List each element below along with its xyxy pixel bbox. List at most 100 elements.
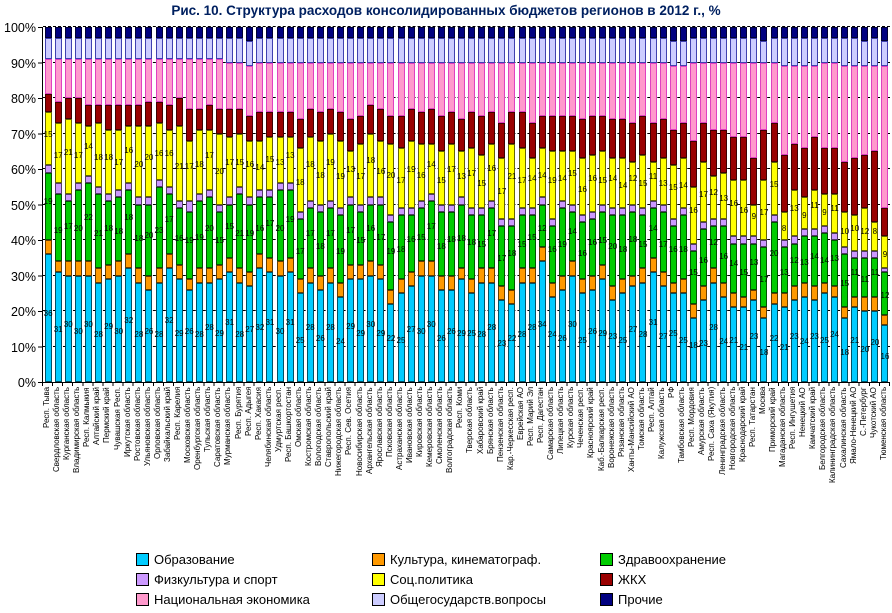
segment-Соц.политика: 9 <box>820 193 828 226</box>
segment-Образование: 28 <box>639 282 647 382</box>
bar-Чувашская Респ.: 30 18 17 <box>114 27 123 382</box>
segment-Общегосударств.вопросы <box>84 37 92 59</box>
segment-Образование: 31 <box>286 271 295 382</box>
segment-Национальная экономика <box>831 62 839 148</box>
segment-Соц.политика: 17 <box>518 147 526 209</box>
gridline-80% <box>43 97 890 98</box>
segment-Образование: 27 <box>245 286 254 382</box>
y-axis-label-0%: 0% <box>17 376 36 390</box>
segment-Образование: 23 <box>790 300 799 382</box>
segment-Здравоохранение: 20 <box>144 204 153 276</box>
segment-Общегосударств.вопросы <box>417 37 425 63</box>
x-axis-label-Респ. Дагестан: Респ. Дагестан <box>536 387 546 443</box>
segment-Общегосударств.вопросы <box>820 37 828 63</box>
x-axis-label-Кемеровская область: Кемеровская область <box>425 387 435 468</box>
segment-Соц.политика: 15 <box>598 151 607 205</box>
x-axis-label-Томская область: Томская область <box>636 387 646 450</box>
x-axis-ticks <box>42 383 890 386</box>
segment-ЖКХ <box>64 98 72 120</box>
segment-Национальная экономика <box>558 62 566 116</box>
segment-Прочие <box>508 27 516 38</box>
legend-item-Физкультура и спорт: Физкультура и спорт <box>136 569 372 589</box>
segment-Образование: 25 <box>397 293 405 382</box>
segment-ЖКХ <box>468 112 476 148</box>
bar-Брянская область: 28 17 16 <box>487 27 496 382</box>
segment-Здравоохранение: 18 <box>618 215 627 280</box>
segment-Физкультура и спорт <box>841 247 849 255</box>
segment-Общегосударств.вопросы <box>306 37 314 63</box>
legend-swatch <box>600 592 613 606</box>
segment-Прочие <box>387 27 395 38</box>
segment-ЖКХ <box>185 108 193 141</box>
segment-Прочие <box>347 27 355 38</box>
bar-Волгоградская область: 26 18 17 <box>447 27 456 382</box>
segment-Соц.политика: 11 <box>830 193 839 233</box>
segment-ЖКХ <box>84 105 92 127</box>
segment-ЖКХ <box>498 122 506 159</box>
segment-Образование: 24 <box>800 296 809 382</box>
segment-Образование: 31 <box>225 271 234 382</box>
y-axis-label-10%: 10% <box>10 340 36 355</box>
x-axis-label-Омская область: Омская область <box>294 387 304 448</box>
segment-Культура, кинематограф. <box>115 261 123 276</box>
segment-Соц.политика: 16 <box>729 179 738 237</box>
legend-item-Национальная экономика: Национальная экономика <box>136 589 372 609</box>
x-axis-label-Белгородская область: Белгородская область <box>818 387 828 470</box>
segment-Общегосударств.вопросы <box>125 37 133 59</box>
segment-Общегосударств.вопросы <box>326 37 334 63</box>
segment-Культура, кинематограф. <box>357 264 365 280</box>
segment-Физкультура и спорт <box>306 200 314 209</box>
segment-Соц.политика: 12 <box>860 208 869 251</box>
segment-Здравоохранение: 19 <box>336 215 345 283</box>
segment-Физкультура и спорт <box>256 190 264 198</box>
legend-label: Образование <box>154 551 235 567</box>
segment-Прочие <box>155 27 163 38</box>
x-axis-label-Псковская область: Псковская область <box>384 387 394 458</box>
segment-Физкультура и спорт <box>679 208 687 216</box>
segment-Здравоохранение: 18 <box>437 211 446 276</box>
x-axis-label-Чеченская респ.: Чеченская респ. <box>576 387 586 448</box>
segment-Образование: 20 <box>870 311 879 382</box>
legend-label: Здравоохранение <box>618 551 727 567</box>
segment-Культура, кинематограф. <box>760 307 768 319</box>
segment-Национальная экономика <box>689 62 697 141</box>
segment-Национальная экономика <box>205 59 213 106</box>
segment-Образование: 21 <box>780 307 789 382</box>
segment-Физкультура и спорт <box>488 200 496 209</box>
segment-ЖКХ <box>790 144 798 191</box>
segment-Прочие <box>699 27 707 38</box>
gridline-20% <box>43 310 890 311</box>
bar-Респ. Сев. Осетия: 29 17 13 <box>346 27 355 382</box>
x-axis-label-Архангельская область: Архангельская область <box>364 387 374 474</box>
segment-Прочие <box>367 27 375 38</box>
segment-Культура, кинематограф. <box>417 261 425 276</box>
segment-Культура, кинематограф. <box>256 254 264 269</box>
segment-Образование: 34 <box>538 261 547 382</box>
segment-Здравоохранение: 18 <box>316 211 325 276</box>
segment-Образование: 29 <box>346 279 355 382</box>
segment-Образование: 24 <box>548 296 557 382</box>
segment-Прочие <box>689 27 697 38</box>
segment-Соц.политика: 16 <box>165 129 174 187</box>
segment-Культура, кинематограф. <box>407 271 415 287</box>
segment-Образование: 26 <box>588 289 597 382</box>
segment-Образование: 25 <box>578 293 587 382</box>
segment-Физкультура и спорт <box>74 183 82 191</box>
bar-Кар.-Черкесская респ.: 22 18 21 <box>507 27 516 382</box>
segment-Прочие <box>135 27 143 38</box>
segment-Образование: 27 <box>659 286 668 382</box>
segment-Прочие <box>861 27 869 42</box>
segment-Физкультура и спорт <box>367 197 375 205</box>
segment-Общегосударств.вопросы <box>407 37 415 63</box>
segment-Общегосударств.вопросы <box>649 37 657 63</box>
segment-Культура, кинематограф. <box>861 296 869 311</box>
segment-ЖКХ <box>589 115 597 155</box>
segment-Прочие <box>54 27 62 38</box>
segment-Образование: 22 <box>507 303 516 382</box>
bar-Мурманская область: 31 15 17 <box>225 27 234 382</box>
segment-Общегосударств.вопросы <box>266 37 274 63</box>
segment-Соц.политика: 15 <box>639 154 647 209</box>
segment-ЖКХ <box>54 101 62 123</box>
segment-Культура, кинематограф. <box>175 264 183 280</box>
segment-Национальная экономика <box>861 66 869 155</box>
